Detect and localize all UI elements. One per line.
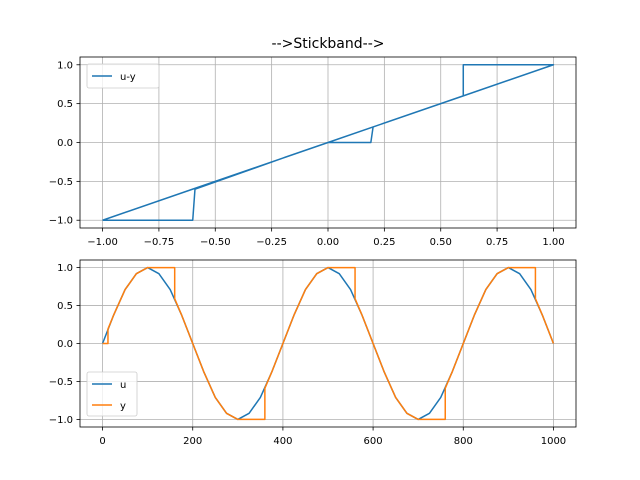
- x-tick-label: 400: [273, 436, 292, 447]
- y-tick-label: −0.5: [49, 377, 73, 388]
- y-tick-label: 1.0: [57, 263, 73, 274]
- x-tick-label: 600: [364, 436, 383, 447]
- series-line-u-y: [102, 64, 555, 221]
- x-tick-label: 0: [99, 436, 105, 447]
- x-tick-label: 0.25: [373, 237, 395, 248]
- y-tick-label: −1.0: [49, 415, 73, 426]
- y-tick-label: 0.5: [57, 301, 73, 312]
- x-tick-label: 200: [183, 436, 202, 447]
- y-tick-label: 1.0: [57, 60, 73, 71]
- x-tick-label: 0.75: [486, 237, 508, 248]
- bottom-subplot: 0 200 400 600 800 1000 −1.0 −0.5 0.0 0.5 1.0 uy: [49, 259, 577, 447]
- y-tick-label: −0.5: [49, 177, 73, 188]
- x-tick-label: 0.50: [430, 237, 452, 248]
- x-tick-label: 0.00: [317, 237, 339, 248]
- legend-label-y: y: [120, 401, 126, 412]
- legend: uy: [86, 371, 138, 417]
- top-subplot: −1.00 −0.75 −0.50 −0.25 0.00 0.25 0.50 0.75 1.00…: [49, 56, 577, 248]
- x-tick-label: 1000: [541, 436, 566, 447]
- x-tick-label: −0.50: [200, 237, 231, 248]
- x-tick-label: 800: [454, 436, 473, 447]
- y-tick-label: −1.0: [49, 216, 73, 227]
- legend-label-u: u: [120, 380, 126, 391]
- y-tick-label: 0.0: [57, 339, 73, 350]
- figure-title: -->Stickband-->: [272, 36, 385, 52]
- x-tick-label: 1.00: [542, 237, 564, 248]
- y-tick-label: 0.0: [57, 138, 73, 149]
- x-tick-label: −0.75: [144, 237, 175, 248]
- x-tick-label: −1.00: [87, 237, 118, 248]
- y-tick-label: 0.5: [57, 99, 73, 110]
- x-tick-label: −0.25: [256, 237, 287, 248]
- legend-label-u-y: u-y: [120, 72, 136, 83]
- legend: u-y: [86, 63, 160, 89]
- series-line-y: [102, 266, 555, 421]
